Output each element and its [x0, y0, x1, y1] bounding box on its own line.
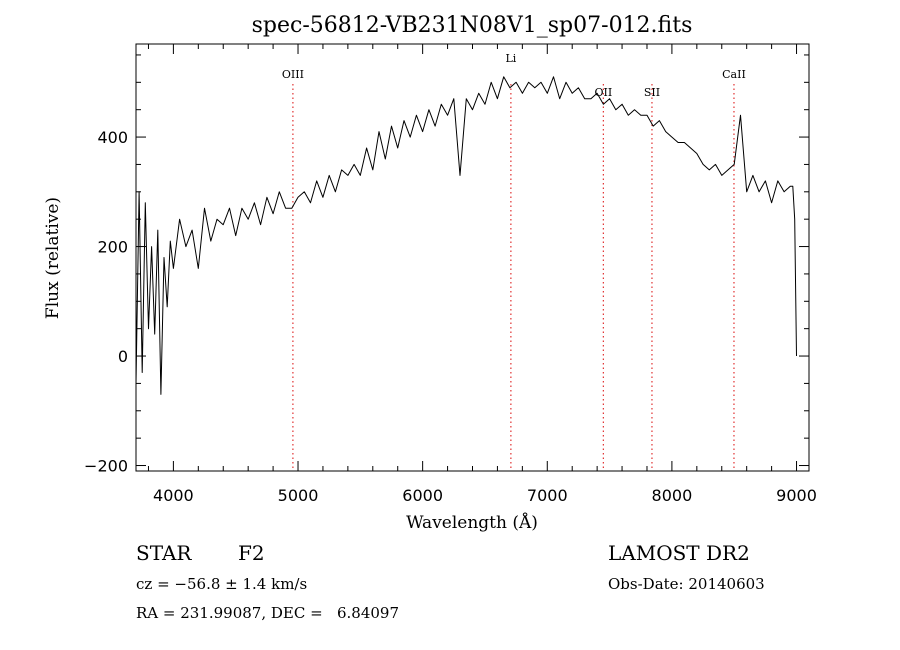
- coordinates: RA = 231.99087, DEC = 6.84097: [136, 604, 400, 622]
- flux-series: [135, 76, 797, 395]
- spectral-line-label: Li: [505, 52, 516, 65]
- x-tick-label: 7000: [527, 486, 568, 505]
- redshift-cz: cz = −56.8 ± 1.4 km/s: [136, 575, 308, 593]
- object-type: STAR: [136, 541, 192, 565]
- y-axis-label: Flux (relative): [43, 197, 63, 319]
- spectral-line-label: OII: [595, 86, 613, 99]
- x-tick-label: 5000: [278, 486, 319, 505]
- x-axis-label: Wavelength (Å): [406, 512, 538, 533]
- x-tick-label: 8000: [652, 486, 693, 505]
- x-tick-label: 4000: [153, 486, 194, 505]
- plot-frame: [135, 43, 810, 472]
- object-subclass: F2: [238, 541, 265, 565]
- spectral-line-markers: OIII Li OII SII CaII: [282, 52, 746, 471]
- spectral-line-label: OIII: [282, 68, 304, 81]
- y-tick-label: −200: [84, 457, 128, 476]
- spectral-line-label: CaII: [722, 68, 746, 81]
- spectral-line-label: SII: [644, 86, 660, 99]
- axis-ticks: 4000 5000 6000 7000 8000 9000 −200 0 200 400: [84, 44, 817, 505]
- flux-line: [135, 76, 797, 395]
- x-tick-label: 9000: [776, 486, 817, 505]
- y-tick-label: 0: [118, 347, 128, 366]
- y-tick-label: 400: [97, 128, 128, 147]
- y-tick-label: 200: [97, 238, 128, 257]
- survey-name: LAMOST DR2: [608, 541, 750, 565]
- observation-date: Obs-Date: 20140603: [608, 575, 765, 593]
- x-tick-label: 6000: [402, 486, 443, 505]
- chart-title: spec-56812-VB231N08V1_sp07-012.fits: [252, 13, 693, 38]
